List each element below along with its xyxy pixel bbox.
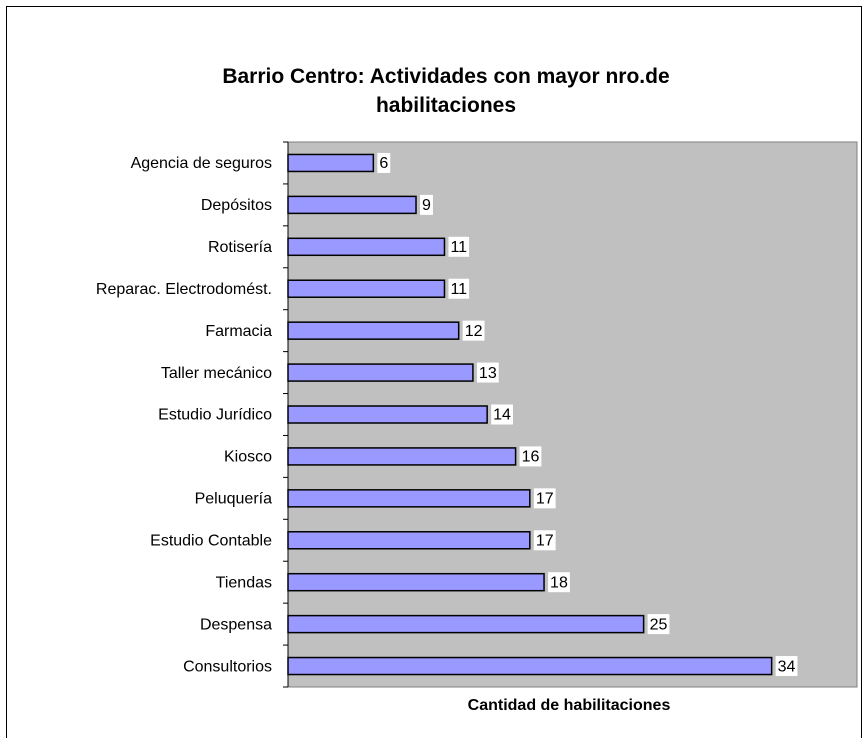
bar [287,321,460,340]
data-label-bg [476,362,499,383]
data-label: 25 [650,616,668,633]
data-label-bg [647,614,670,635]
data-label: 11 [450,281,467,298]
y-tick-label: Despensa [200,616,272,633]
y-tick-label: Peluquería [195,491,272,508]
data-label: 9 [422,197,431,214]
data-label-bg [533,488,556,509]
y-tick-label: Estudio Contable [150,532,272,549]
bar [287,489,531,508]
y-tick-label: Estudio Jurídico [158,407,272,424]
y-tick-label: Farmacia [205,323,272,340]
bar [287,572,545,592]
bar [287,363,474,382]
y-tick-label: Rotisería [208,239,272,256]
data-label: 34 [778,658,796,675]
data-label-bg [462,320,485,341]
y-tick-label: Taller mecánico [161,365,272,382]
chart-border [6,6,862,738]
data-label: 17 [536,491,554,508]
data-label-bg [548,572,570,593]
data-label-bg [491,404,513,425]
bar [287,614,645,634]
y-tick-label: Kiosco [224,449,272,466]
data-label: 12 [465,323,483,340]
data-label-bg [519,446,542,467]
bar [287,195,417,215]
data-label: 16 [522,449,540,466]
data-label-bg [533,530,556,551]
data-label: 14 [493,407,511,424]
bar [287,153,375,173]
bar [287,531,531,550]
data-label: 18 [550,574,568,591]
data-label: 17 [536,532,554,549]
y-tick-label: Consultorios [183,658,272,675]
bar [287,279,446,298]
data-label: 11 [450,239,467,256]
y-tick-label: Depósitos [201,197,272,214]
bar [287,656,773,676]
bar [287,447,517,466]
data-label: 13 [479,365,497,382]
y-tick-label: Agencia de seguros [131,155,272,172]
data-label-bg [448,278,470,299]
data-label: 6 [379,155,388,172]
bar [287,405,488,424]
y-tick-label: Tiendas [216,574,272,591]
data-label-bg [775,656,798,677]
chart-title: Barrio Centro: Actividades con mayor nro… [222,65,670,117]
data-label-bg [377,152,391,173]
y-tick-label: Reparac. Electrodomést. [96,281,272,298]
x-axis-label: Cantidad de habilitaciones [468,697,671,714]
data-label-bg [420,194,433,215]
data-label-bg [448,236,470,257]
bar [287,237,446,257]
